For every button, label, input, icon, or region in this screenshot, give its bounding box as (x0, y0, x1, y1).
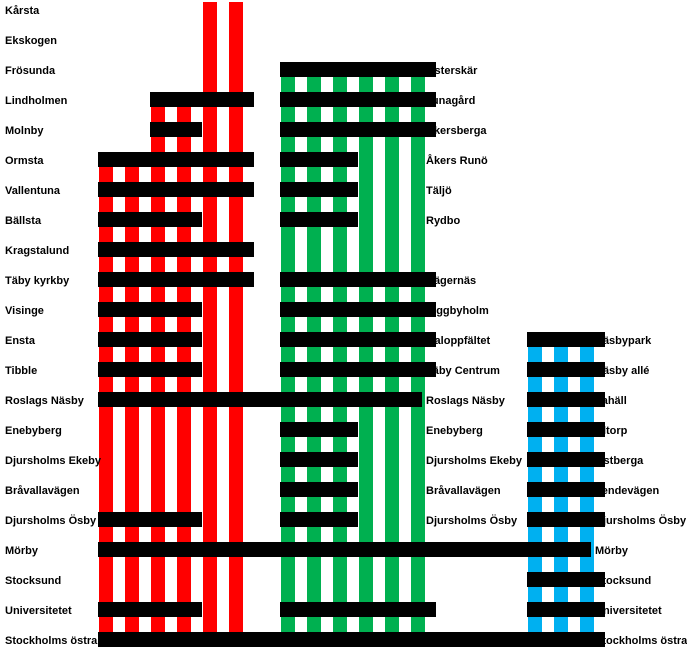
station-label-right: Näsby allé (595, 365, 649, 377)
station-label-left: Stockholms östra (5, 635, 98, 647)
station-label-left: Tibble (5, 365, 37, 377)
station-label-middle: Åkers Runö (426, 154, 488, 167)
station-label-middle: Hägernäs (426, 275, 476, 287)
station-label-left: Stocksund (5, 575, 61, 587)
branch_green-station-bar (280, 362, 436, 377)
branch_green-line-4 (359, 62, 373, 647)
station-label-right: Altorp (595, 425, 628, 437)
station-label-middle: Rydbo (426, 215, 461, 227)
station-label-left: Bällsta (5, 215, 42, 227)
trunk-station-bar (98, 632, 591, 647)
station-label-right: Östberga (595, 454, 644, 467)
station-bars (98, 62, 605, 647)
branch_red-station-bar (150, 92, 254, 107)
station-label-middle: Djursholms Ekeby (426, 455, 523, 467)
trunk-station-bar (98, 542, 591, 557)
branch_blue-station-bar (527, 512, 605, 527)
branch_red-station-bar (98, 152, 254, 167)
branch_blue-station-bar (527, 482, 605, 497)
station-label-left: Enebyberg (5, 425, 62, 437)
station-label-left: Ormsta (5, 155, 44, 167)
branch_green-line-2 (307, 62, 321, 647)
station-label-right: Lahäll (595, 395, 627, 407)
branch_red-station-bar (98, 602, 202, 617)
station-label-right: Stockholms östra (595, 635, 687, 647)
station-label-middle: Galoppfältet (426, 335, 491, 347)
station-label-left: Mörby (5, 545, 39, 557)
branch_green-station-bar (280, 452, 358, 467)
branch_green-station-bar (280, 272, 436, 287)
branch_green-station-bar (280, 602, 436, 617)
branch_green-station-bar (280, 422, 358, 437)
station-label-left: Täby kyrkby (5, 275, 70, 287)
branch_blue-station-bar (527, 332, 605, 347)
station-label-left: Ensta (5, 335, 36, 347)
branch_blue-station-bar (527, 452, 605, 467)
station-label-left: Visinge (5, 305, 44, 317)
branch_green-station-bar (280, 512, 358, 527)
station-label-left: Universitetet (5, 605, 72, 617)
station-label-middle: Tunagård (426, 95, 475, 107)
branch_red-station-bar (98, 272, 254, 287)
station-label-left: Djursholms Ekeby (5, 455, 102, 467)
station-label-left: Vallentuna (5, 185, 61, 197)
station-label-left: Frösunda (5, 65, 56, 77)
branch_green-station-bar (280, 122, 436, 137)
station-label-middle: Österskär (426, 64, 478, 77)
branch_green-line-3 (333, 62, 347, 647)
branch_red-station-bar (98, 512, 202, 527)
station-label-left: Ekskogen (5, 35, 57, 47)
station-label-middle: Enebyberg (426, 425, 483, 437)
station-label-middle: Roslags Näsby (426, 395, 506, 407)
branch_blue-station-bar (527, 392, 605, 407)
branch_red-station-bar (98, 212, 202, 227)
branch_red-station-bar (98, 332, 202, 347)
branch_green-station-bar (280, 182, 358, 197)
branch_green-station-bar (280, 92, 436, 107)
branch_red-station-bar (98, 302, 202, 317)
branch_green-station-bar (280, 152, 358, 167)
station-label-left: Kragstalund (5, 245, 69, 257)
branch_green-line-1 (281, 62, 295, 647)
station-label-left: Roslags Näsby (5, 395, 85, 407)
station-label-left: Djursholms Ösby (5, 514, 97, 527)
branch_green-station-bar (280, 332, 436, 347)
branch_red-station-bar (98, 362, 202, 377)
station-labels: Kårsta Ekskogen Frösunda Lindholmen Molnby Or… (5, 5, 687, 647)
station-label-middle: Djursholms Ösby (426, 514, 518, 527)
branch_green-station-bar (280, 482, 358, 497)
station-label-middle: Åkersberga (426, 124, 487, 137)
station-label-middle: Täljö (426, 185, 452, 197)
branch_blue-station-bar (527, 362, 605, 377)
branch_blue-station-bar (527, 572, 605, 587)
branch_green-line-5 (385, 62, 399, 647)
station-label-middle: Bråvallavägen (426, 485, 501, 497)
station-label-left: Kårsta (5, 5, 40, 17)
station-label-right: Universitetet (595, 605, 662, 617)
trunk-station-bar (98, 392, 422, 407)
station-label-right: Stocksund (595, 575, 651, 587)
station-label-left: Bråvallavägen (5, 485, 80, 497)
station-label-right: Mörby (595, 545, 629, 557)
branch_blue-station-bar (527, 602, 605, 617)
branch_green-station-bar (280, 62, 436, 77)
branch_green-station-bar (280, 212, 358, 227)
branch_green-line-6 (411, 62, 425, 647)
station-label-left: Lindholmen (5, 95, 68, 107)
station-label-right: Näsbypark (595, 335, 652, 347)
branch_blue-station-bar (527, 422, 605, 437)
branch_red-station-bar (98, 242, 254, 257)
station-label-right: Djursholms Ösby (595, 514, 687, 527)
station-label-right: Vendevägen (595, 485, 659, 497)
branch_red-station-bar (98, 182, 254, 197)
station-label-left: Molnby (5, 125, 44, 137)
station-label-middle: Viggbyholm (426, 305, 489, 317)
station-label-middle: Täby Centrum (426, 365, 500, 377)
branch_green-station-bar (280, 302, 436, 317)
branch_red-station-bar (150, 122, 202, 137)
